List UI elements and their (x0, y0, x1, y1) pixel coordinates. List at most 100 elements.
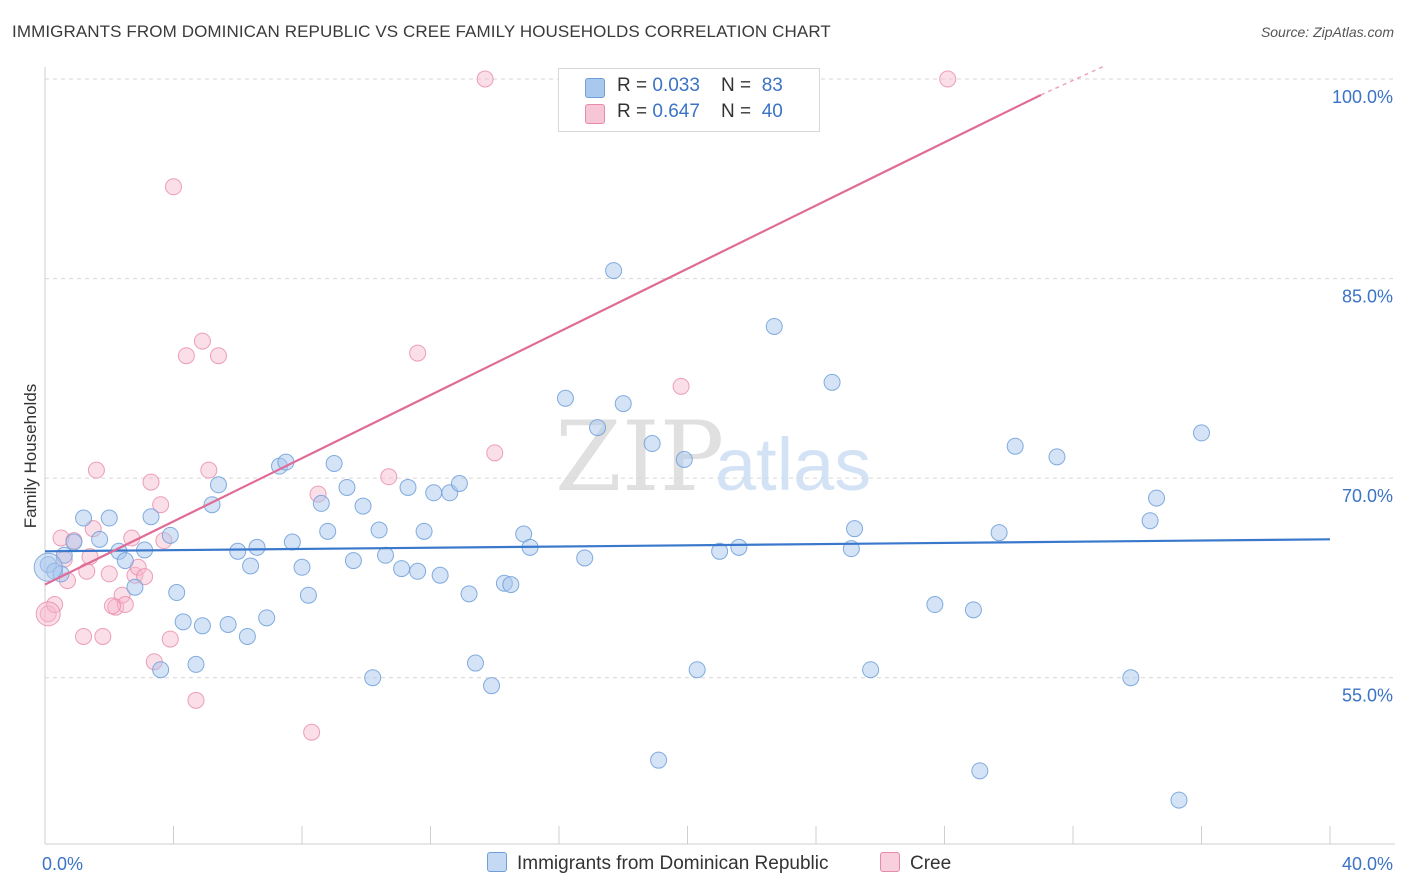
bottom-legend-label: Cree (910, 853, 952, 874)
cree-point (177, 347, 195, 365)
dominican-point (248, 538, 266, 556)
cree-point (142, 473, 160, 491)
dominican-point (187, 655, 205, 673)
dominican-points (33, 262, 1210, 809)
bottom-legend-dominican: Immigrants from Dominican Republic (487, 852, 829, 875)
dominican-point (650, 751, 668, 769)
legend-n-label: N = (721, 75, 757, 96)
dominican-point (168, 584, 186, 602)
legend-n-label: N = (721, 101, 757, 122)
axes (44, 67, 1395, 845)
dominican-point (242, 557, 260, 575)
cree-points (35, 70, 957, 741)
dominican-point (393, 560, 411, 578)
dominican-point (1170, 791, 1188, 809)
dominican-point (126, 578, 144, 596)
cree-point (200, 461, 218, 479)
dominican-point (116, 552, 134, 570)
cree-point (103, 597, 121, 615)
dominican-trend-line (44, 538, 1331, 553)
watermark-zip: ZIP (555, 401, 724, 513)
cree-point (87, 461, 105, 479)
dominican-point (971, 762, 989, 780)
dominican-point (1006, 437, 1024, 455)
cree-point (672, 377, 690, 395)
stats-legend: R = 0.033 N = 83 R = 0.647 N = 40 (558, 68, 820, 132)
bottom-legend-swatch-blue (487, 852, 507, 872)
bottom-legend-swatch-pink (880, 852, 900, 872)
y-tick-label: 55.0% (1342, 686, 1393, 706)
dominican-point (1148, 489, 1166, 507)
dominican-point (325, 454, 343, 472)
dominican-point (643, 435, 661, 453)
cree-point (116, 596, 134, 614)
y-tick-label: 100.0% (1332, 87, 1393, 107)
tick-labels: 55.0% 70.0% 85.0% 100.0% 0.0% 40.0% (42, 87, 1393, 874)
dominican-point (765, 317, 783, 335)
dominican-point (91, 530, 109, 548)
dominican-point (409, 562, 427, 580)
dominican-point (1048, 448, 1066, 466)
cree-point (113, 586, 131, 604)
chart-title: IMMIGRANTS FROM DOMINICAN REPUBLIC VS CR… (12, 22, 831, 41)
dominican-point (209, 476, 227, 494)
dominican-point (312, 494, 330, 512)
dominican-point (846, 520, 864, 538)
dominican-point (614, 395, 632, 413)
cree-trend-extension (1040, 65, 1106, 96)
dominican-point (319, 522, 337, 540)
legend-swatch-blue (585, 78, 605, 98)
watermark: ZIP atlas (555, 401, 871, 513)
legend-r-value: 0.033 (652, 75, 700, 96)
dominican-point (1122, 669, 1140, 687)
watermark-atlas: atlas (715, 423, 871, 506)
legend-n-value: 83 (761, 75, 783, 96)
cree-point (209, 347, 227, 365)
dominican-point (338, 478, 356, 496)
dominican-point (293, 558, 311, 576)
trend-lines (44, 65, 1331, 586)
bottom-legend-cree: Cree (880, 852, 951, 875)
cree-point (486, 444, 504, 462)
grid (45, 78, 1395, 679)
cree-point (136, 568, 154, 586)
dominican-point (605, 262, 623, 280)
cree-trend-line (44, 93, 1042, 586)
legend-r-label: R = (617, 101, 653, 122)
dominican-point (377, 546, 395, 564)
cree-point (75, 627, 93, 645)
dominican-point (483, 677, 501, 695)
dominican-point (425, 484, 443, 502)
cree-point (152, 496, 170, 514)
dominican-point (238, 627, 256, 645)
cree-point (193, 332, 211, 350)
dominican-point (556, 389, 574, 407)
y-axis-label: Family Households (21, 383, 40, 529)
dominican-point (730, 538, 748, 556)
source-credit: Source: ZipAtlas.com (1260, 24, 1394, 40)
cree-point (939, 70, 957, 88)
dominican-point (926, 596, 944, 614)
dominican-point (399, 478, 417, 496)
dominican-point (576, 549, 594, 567)
dominican-point (161, 526, 179, 544)
cree-point (380, 468, 398, 486)
dominican-point (354, 497, 372, 515)
legend-n-value: 40 (761, 101, 783, 122)
dominican-point (1141, 512, 1159, 530)
dominican-point (711, 542, 729, 560)
cree-point (165, 178, 182, 196)
dominican-point (415, 522, 433, 540)
dominican-point (283, 533, 301, 551)
dominican-point (589, 419, 607, 437)
legend-swatch-pink (585, 104, 605, 124)
dominican-point (370, 521, 388, 539)
dominican-point (75, 509, 93, 527)
cree-point (476, 70, 494, 88)
dominican-point (675, 451, 693, 469)
dominican-point (364, 669, 382, 687)
dominican-point (990, 524, 1008, 542)
dominican-point (229, 542, 247, 560)
dominican-point (100, 509, 118, 527)
